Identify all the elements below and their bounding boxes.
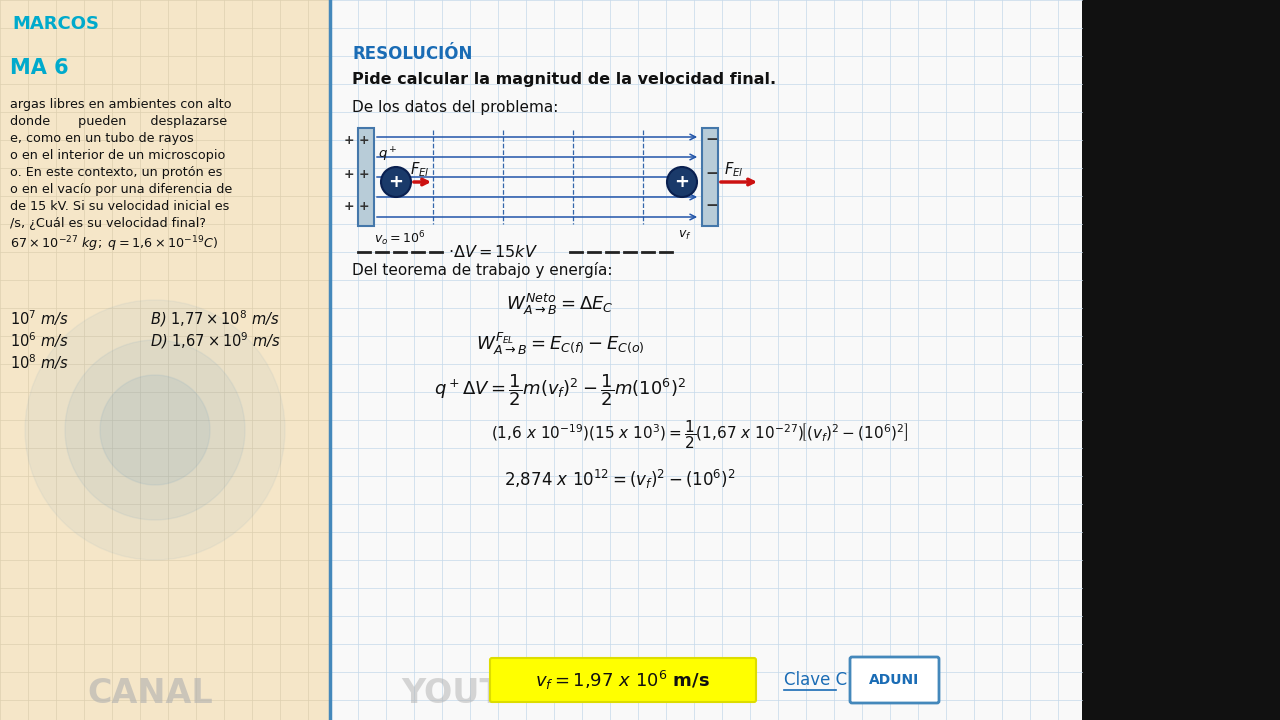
Text: $W_{A\rightarrow B}^{Neto} = \Delta E_C$: $W_{A\rightarrow B}^{Neto} = \Delta E_C$ (506, 292, 614, 317)
Text: −: − (705, 199, 718, 214)
Text: +: + (675, 173, 690, 191)
Text: $F_{El}$: $F_{El}$ (724, 161, 744, 179)
Text: argas libres en ambientes con alto: argas libres en ambientes con alto (10, 98, 232, 111)
FancyBboxPatch shape (490, 658, 756, 702)
Text: +: + (344, 199, 355, 212)
Text: $2{,}874\ x\ 10^{12} = (v_f)^2 - (10^6)^2$: $2{,}874\ x\ 10^{12} = (v_f)^2 - (10^6)^… (504, 468, 736, 491)
Text: +: + (344, 133, 355, 146)
FancyBboxPatch shape (850, 657, 940, 703)
Text: $10^7$ m/s: $10^7$ m/s (10, 308, 69, 328)
Text: $F_{El}$: $F_{El}$ (410, 161, 430, 179)
Text: −: − (705, 132, 718, 148)
Bar (358, 128, 374, 226)
Text: CANAL: CANAL (87, 677, 212, 710)
Text: RESOLUCIÓN: RESOLUCIÓN (352, 45, 472, 63)
Text: $(1{,}6\ x\ 10^{-19})(15\ x\ 10^3) = \dfrac{1}{2}(1{,}67\ x\ 10^{-27})\!\left[(v: $(1{,}6\ x\ 10^{-19})(15\ x\ 10^3) = \df… (492, 418, 909, 451)
Text: $\cdot\Delta V = 15kV$: $\cdot\Delta V = 15kV$ (448, 244, 538, 260)
Bar (701, 128, 718, 226)
Text: +: + (358, 199, 370, 212)
Text: MA 6: MA 6 (10, 58, 69, 78)
Text: Pide calcular la magnitud de la velocidad final.: Pide calcular la magnitud de la velocida… (352, 72, 776, 87)
Text: o en el interior de un microscopio: o en el interior de un microscopio (10, 149, 225, 162)
Bar (0, 0, 330, 720)
Text: o en el vacío por una diferencia de: o en el vacío por una diferencia de (10, 183, 232, 196)
Text: D) $1{,}67\times10^9$ m/s: D) $1{,}67\times10^9$ m/s (150, 330, 282, 351)
Text: donde       pueden      desplazarse: donde pueden desplazarse (10, 115, 227, 128)
Text: MARCOS: MARCOS (12, 15, 99, 33)
Text: +: + (358, 168, 370, 181)
Text: Clave C: Clave C (783, 671, 847, 689)
Text: de 15 kV. Si su velocidad inicial es: de 15 kV. Si su velocidad inicial es (10, 200, 229, 213)
Text: $q^+\Delta V = \dfrac{1}{2}m(v_f)^2 - \dfrac{1}{2}m(10^6)^2$: $q^+\Delta V = \dfrac{1}{2}m(v_f)^2 - \d… (434, 372, 686, 408)
Text: De los datos del problema:: De los datos del problema: (352, 100, 558, 115)
Text: Del teorema de trabajo y energía:: Del teorema de trabajo y energía: (352, 262, 613, 278)
Text: e, como en un tubo de rayos: e, como en un tubo de rayos (10, 132, 193, 145)
Text: $q^+$: $q^+$ (378, 146, 398, 164)
Text: $v_f$: $v_f$ (678, 229, 691, 242)
Circle shape (65, 340, 244, 520)
Text: $10^6$ m/s: $10^6$ m/s (10, 330, 69, 350)
Text: +: + (344, 168, 355, 181)
Circle shape (667, 167, 698, 197)
Text: $W_{A\rightarrow B}^{F_{EL}} = E_{C(f)} - E_{C(o)}$: $W_{A\rightarrow B}^{F_{EL}} = E_{C(f)} … (476, 330, 644, 356)
Circle shape (26, 300, 285, 560)
Text: $10^8$ m/s: $10^8$ m/s (10, 352, 69, 372)
Bar (1082, 0, 1280, 720)
Text: $v_o = 10^6$: $v_o = 10^6$ (374, 229, 425, 248)
Text: o. En este contexto, un protón es: o. En este contexto, un protón es (10, 166, 223, 179)
Text: +: + (389, 173, 403, 191)
Text: /s, ¿Cuál es su velocidad final?: /s, ¿Cuál es su velocidad final? (10, 217, 206, 230)
Bar (330, 0, 1082, 720)
Text: ADUNI: ADUNI (869, 673, 919, 687)
Text: $67\times10^{-27}\ kg;\ q=1{,}6\times10^{-19}C)$: $67\times10^{-27}\ kg;\ q=1{,}6\times10^… (10, 234, 218, 253)
Circle shape (381, 167, 411, 197)
Text: $v_f = 1{,}97\ x\ 10^6$ m/s: $v_f = 1{,}97\ x\ 10^6$ m/s (535, 668, 710, 691)
Text: −: − (705, 166, 718, 181)
Circle shape (100, 375, 210, 485)
Text: +: + (358, 133, 370, 146)
Text: YOUTUBE: YOUTUBE (402, 677, 579, 710)
Text: B) $1{,}77\times10^8$ m/s: B) $1{,}77\times10^8$ m/s (150, 308, 279, 329)
